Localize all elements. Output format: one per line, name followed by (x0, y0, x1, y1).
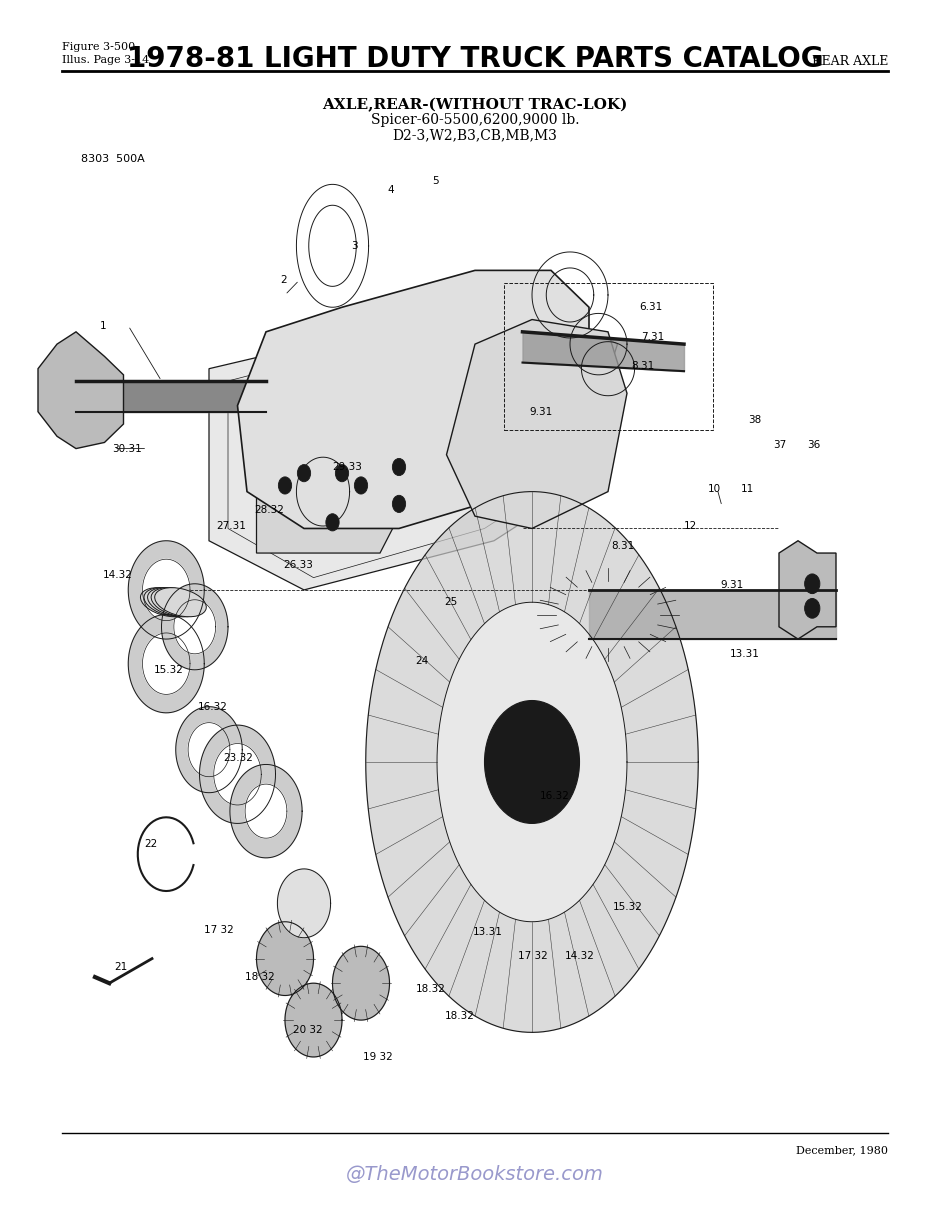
Ellipse shape (155, 587, 206, 617)
Text: 26.33: 26.33 (283, 560, 313, 570)
Text: @TheMotorBookstore.com: @TheMotorBookstore.com (346, 1165, 604, 1184)
Polygon shape (285, 983, 342, 1057)
Text: 13.31: 13.31 (730, 649, 759, 659)
Polygon shape (209, 295, 618, 590)
Polygon shape (142, 559, 190, 621)
Circle shape (297, 465, 311, 482)
Circle shape (392, 458, 406, 476)
Text: 19 32: 19 32 (363, 1052, 392, 1062)
Text: 22: 22 (144, 839, 158, 849)
Polygon shape (245, 784, 287, 838)
Text: 15.32: 15.32 (613, 902, 642, 912)
Text: 37: 37 (773, 440, 787, 450)
Text: 1: 1 (100, 321, 106, 331)
Ellipse shape (141, 587, 192, 617)
Text: 30.31: 30.31 (112, 444, 142, 454)
Text: 38: 38 (749, 415, 762, 425)
Text: December, 1980: December, 1980 (796, 1145, 888, 1155)
Circle shape (335, 465, 349, 482)
Text: 17 32: 17 32 (204, 925, 234, 935)
Polygon shape (174, 600, 216, 654)
Polygon shape (332, 946, 390, 1020)
Text: 13.31: 13.31 (473, 927, 503, 936)
Text: 7.31: 7.31 (641, 332, 664, 342)
Circle shape (354, 477, 368, 494)
Polygon shape (176, 707, 242, 793)
Ellipse shape (151, 587, 202, 617)
Text: 27.31: 27.31 (217, 521, 246, 531)
Ellipse shape (144, 587, 196, 617)
Text: Spicer-60-5500,6200,9000 lb.: Spicer-60-5500,6200,9000 lb. (370, 113, 580, 127)
Ellipse shape (147, 587, 200, 617)
Polygon shape (128, 614, 204, 713)
Polygon shape (277, 869, 331, 938)
Polygon shape (437, 602, 627, 922)
Text: 5: 5 (432, 176, 439, 186)
Circle shape (326, 514, 339, 531)
Polygon shape (128, 541, 204, 639)
Text: 20 32: 20 32 (293, 1025, 322, 1035)
Circle shape (805, 599, 820, 618)
Text: 21: 21 (114, 962, 127, 972)
Bar (504, 283, 712, 430)
Text: 4: 4 (388, 186, 394, 195)
Polygon shape (256, 922, 314, 995)
Polygon shape (366, 492, 698, 1032)
Text: 24: 24 (415, 656, 428, 666)
Text: 8303  500A: 8303 500A (81, 154, 144, 163)
Text: 14.32: 14.32 (565, 951, 595, 961)
Text: 3: 3 (352, 241, 358, 251)
Polygon shape (230, 764, 302, 858)
Text: 18.32: 18.32 (416, 984, 446, 994)
Text: 18 32: 18 32 (245, 972, 275, 982)
Text: 16.32: 16.32 (540, 791, 569, 801)
Circle shape (484, 701, 580, 823)
Circle shape (805, 574, 820, 594)
Circle shape (508, 731, 556, 793)
Text: 9.31: 9.31 (720, 580, 743, 590)
Text: 14.32: 14.32 (103, 570, 132, 580)
Polygon shape (238, 270, 589, 528)
Circle shape (392, 495, 406, 512)
Text: AXLE,REAR-(WITHOUT TRAC-LOK): AXLE,REAR-(WITHOUT TRAC-LOK) (322, 98, 628, 113)
Polygon shape (296, 457, 350, 526)
Text: 9.31: 9.31 (529, 407, 552, 417)
Text: Illus. Page 3-14: Illus. Page 3-14 (62, 55, 149, 65)
Text: 6.31: 6.31 (639, 302, 662, 312)
Text: REAR AXLE: REAR AXLE (812, 55, 888, 69)
Text: 11: 11 (741, 484, 754, 494)
Text: 23.32: 23.32 (223, 753, 253, 763)
Polygon shape (188, 723, 230, 777)
Text: 36: 36 (808, 440, 821, 450)
Circle shape (278, 477, 292, 494)
Text: D2-3,W2,B3,CB,MB,M3: D2-3,W2,B3,CB,MB,M3 (392, 128, 558, 141)
Text: 16.32: 16.32 (198, 702, 227, 712)
Text: 2: 2 (280, 275, 287, 285)
Text: 10: 10 (708, 484, 721, 494)
Polygon shape (38, 332, 124, 449)
Text: 25: 25 (445, 597, 458, 607)
Polygon shape (142, 633, 190, 694)
Polygon shape (256, 393, 399, 553)
Text: 17 32: 17 32 (518, 951, 547, 961)
Text: 12: 12 (684, 521, 697, 531)
Polygon shape (162, 584, 228, 670)
Text: 28.32: 28.32 (255, 505, 284, 515)
Text: 8.31: 8.31 (611, 541, 634, 551)
Text: 18.32: 18.32 (445, 1011, 474, 1021)
Polygon shape (779, 541, 836, 639)
Text: Figure 3-500: Figure 3-500 (62, 42, 135, 52)
Polygon shape (446, 320, 627, 528)
Polygon shape (200, 725, 276, 823)
Text: 29.33: 29.33 (332, 462, 362, 472)
Text: 1978-81 LIGHT DUTY TRUCK PARTS CATALOG: 1978-81 LIGHT DUTY TRUCK PARTS CATALOG (126, 45, 824, 74)
Polygon shape (214, 744, 261, 805)
Text: 8.31: 8.31 (632, 361, 655, 371)
Text: 15.32: 15.32 (154, 665, 183, 675)
